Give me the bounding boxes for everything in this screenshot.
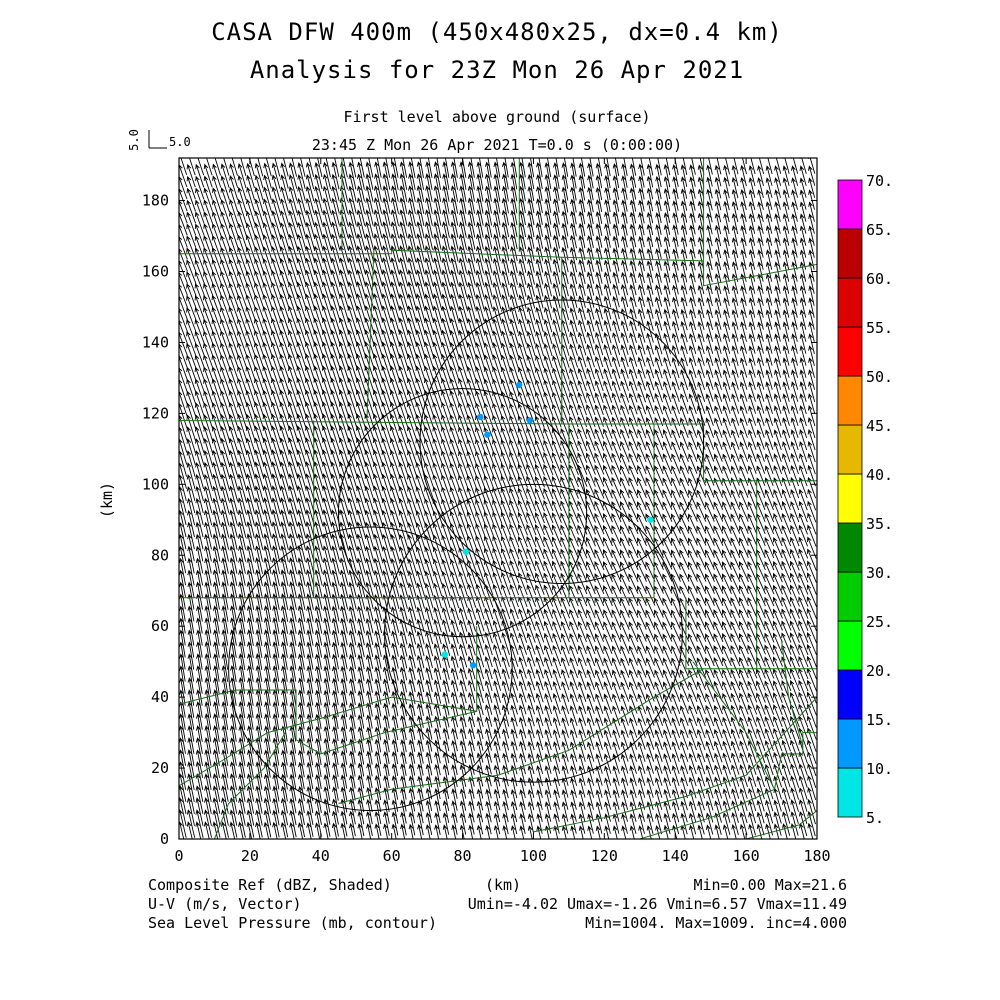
reflectivity-echoes	[441, 381, 654, 669]
boundary-line	[366, 250, 375, 421]
x-tick-label: 60	[383, 847, 401, 865]
colorbar: 5. 10. 15. 20. 25. 30. 35. 40. 45. 50. 55. 60. 65. 70…	[837, 172, 893, 827]
radar-range-rings	[228, 299, 705, 812]
x-tick-label: 140	[662, 847, 689, 865]
range-ring	[384, 483, 683, 783]
x-tick-label: 20	[241, 847, 259, 865]
wind-vector-field	[179, 158, 817, 839]
x-axis: 0 20 40 60 80 100 120 140 160 180	[174, 158, 831, 865]
boundary-line	[639, 732, 817, 839]
boundary-line	[179, 626, 478, 755]
wind-vectors	[179, 158, 817, 839]
y-tick-label: 40	[151, 688, 169, 706]
boundary-line	[179, 420, 817, 482]
x-tick-label: 0	[174, 847, 183, 865]
reflectivity-echo	[462, 548, 470, 555]
x-axis-label: (km)	[485, 876, 521, 894]
y-tick-label: 140	[142, 333, 169, 351]
colorbar-swatch	[837, 571, 863, 622]
y-tick-label: 120	[142, 404, 169, 422]
reflectivity-echo	[441, 651, 449, 658]
reflectivity-echo	[647, 516, 654, 523]
boundary-line	[745, 810, 817, 839]
reflectivity-echo	[477, 413, 484, 421]
boundary-line	[781, 640, 804, 747]
footer-stats2: Umin=-4.02 Umax=-1.26 Vmin=6.57 Vmax=11.…	[468, 895, 847, 913]
plot-area	[179, 158, 817, 839]
x-tick-label: 100	[520, 847, 547, 865]
boundary-line	[338, 668, 704, 804]
colorbar-label: 60.	[866, 270, 893, 288]
x-tick-label: 160	[733, 847, 760, 865]
colorbar-swatch	[837, 179, 863, 230]
y-tick-label: 180	[142, 192, 169, 210]
level-label: First level above ground (surface)	[343, 108, 650, 126]
boundary-line	[533, 696, 817, 833]
colorbar-label: 55.	[866, 319, 893, 337]
y-axis: 0 20 40 60 80 100 120 140 160 180	[142, 192, 817, 848]
range-ring	[419, 299, 705, 585]
ref-vector-horizontal-label: 5.0	[169, 135, 191, 149]
colorbar-swatch	[837, 326, 863, 377]
footer-stats3: Min=1004. Max=1009. inc=4.000	[585, 914, 847, 932]
range-ring	[338, 388, 588, 638]
reflectivity-echo	[469, 662, 477, 669]
y-tick-label: 0	[160, 830, 169, 848]
x-tick-label: 120	[591, 847, 618, 865]
plot-frame	[178, 157, 818, 840]
footer-field3: Sea Level Pressure (mb, contour)	[148, 914, 437, 932]
colorbar-swatch	[837, 669, 863, 720]
colorbar-label: 10.	[866, 760, 893, 778]
boundary-line	[692, 661, 775, 790]
x-tick-label: 180	[803, 847, 830, 865]
colorbar-swatch	[837, 767, 863, 818]
y-axis-label: (km)	[98, 482, 116, 518]
time-label: 23:45 Z Mon 26 Apr 2021 T=0.0 s (0:00:00…	[312, 136, 682, 154]
footer-field1: Composite Ref (dBZ, Shaded)	[148, 876, 392, 894]
y-tick-label: 100	[142, 475, 169, 493]
colorbar-label: 5.	[866, 809, 884, 827]
colorbar-label: 40.	[866, 466, 893, 484]
y-tick-label: 160	[142, 263, 169, 281]
reflectivity-echo	[516, 381, 523, 389]
colorbar-label: 35.	[866, 515, 893, 533]
colorbar-swatch	[837, 277, 863, 328]
y-tick-label: 20	[151, 759, 169, 777]
reflectivity-echo	[484, 431, 491, 438]
footer-stats1: Min=0.00 Max=21.6	[693, 876, 847, 894]
colorbar-swatch	[837, 620, 863, 671]
colorbar-label: 65.	[866, 221, 893, 239]
ref-vector-vertical-label: 5.0	[127, 129, 141, 151]
colorbar-label: 45.	[866, 417, 893, 435]
range-ring	[228, 526, 513, 812]
colorbar-label: 20.	[866, 662, 893, 680]
colorbar-label: 25.	[866, 613, 893, 631]
colorbar-swatch	[837, 473, 863, 524]
colorbar-swatch	[837, 424, 863, 475]
y-tick-label: 80	[151, 546, 169, 564]
title-line2: Analysis for 23Z Mon 26 Apr 2021	[250, 56, 744, 84]
colorbar-swatch	[837, 375, 863, 426]
colorbar-swatch	[837, 522, 863, 573]
footer-field2: U-V (m/s, Vector)	[148, 895, 302, 913]
reference-vector: 5.0 5.0	[127, 129, 191, 151]
reflectivity-echo	[526, 417, 534, 424]
colorbar-label: 15.	[866, 711, 893, 729]
x-tick-label: 80	[454, 847, 472, 865]
county-boundaries	[179, 158, 817, 839]
boundary-line	[213, 732, 286, 839]
title-line1: CASA DFW 400m (450x480x25, dx=0.4 km)	[211, 18, 783, 46]
x-tick-label: 40	[312, 847, 330, 865]
colorbar-label: 50.	[866, 368, 893, 386]
colorbar-label: 70.	[866, 172, 893, 190]
boundary-line	[179, 696, 477, 787]
colorbar-swatch	[837, 228, 863, 279]
y-tick-label: 60	[151, 617, 169, 635]
colorbar-swatch	[837, 718, 863, 769]
colorbar-label: 30.	[866, 564, 893, 582]
